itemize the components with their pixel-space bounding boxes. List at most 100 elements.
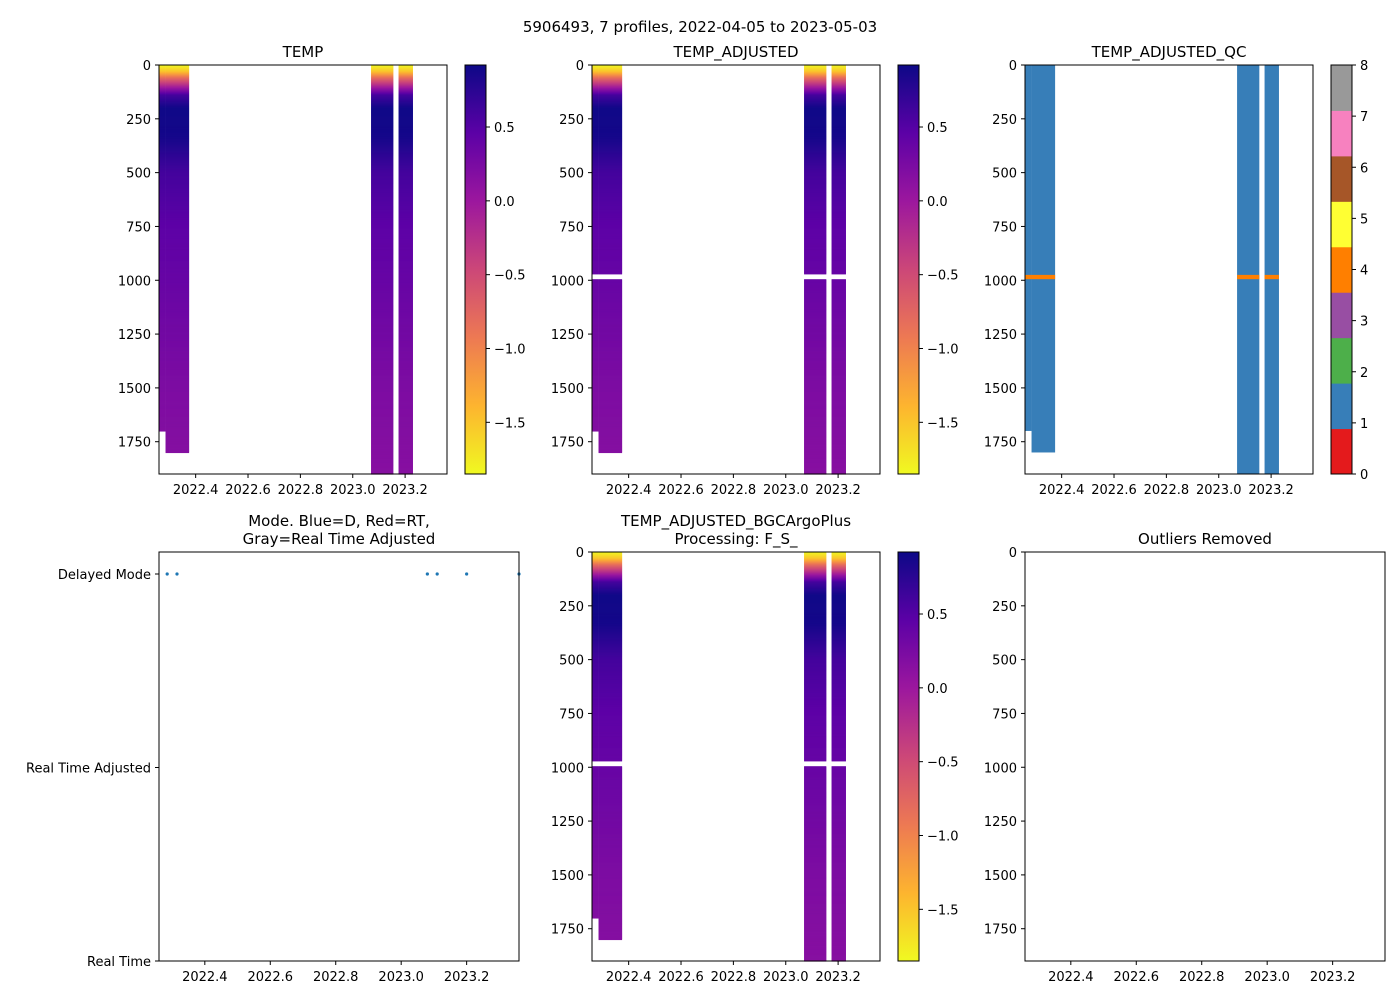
temp-cell (398, 257, 413, 260)
temp-cell (398, 74, 413, 77)
temp-cell (159, 270, 166, 273)
temp-cell (831, 795, 846, 797)
temp-cell (592, 729, 599, 732)
temp-cell (831, 230, 846, 233)
temp-cell (592, 257, 599, 260)
temp-cell (159, 401, 166, 404)
temp-cell (598, 625, 623, 627)
temp-cell (598, 740, 623, 743)
temp-cell (831, 589, 846, 592)
temp-cell (804, 399, 827, 402)
temp-cell (592, 562, 599, 565)
temp-cell (804, 368, 827, 371)
temp-cell (165, 263, 190, 265)
temp-cell (804, 116, 827, 119)
temp-cell (592, 239, 599, 242)
temp-cell (398, 469, 413, 472)
temp-cell (371, 284, 394, 287)
temp-cell (592, 411, 599, 414)
y-tick-label: 250 (559, 600, 584, 615)
temp-cell (592, 264, 599, 266)
temp-cell (804, 342, 827, 345)
temp-cell (165, 235, 190, 237)
temp-cell (159, 193, 166, 195)
x-tick-label: 2022.6 (1114, 970, 1160, 985)
temp-cell (598, 391, 623, 393)
temp-cell (804, 355, 827, 358)
temp-cell (831, 871, 846, 874)
temp-cell (831, 72, 846, 75)
temp-cell (831, 613, 846, 616)
temp-cell (804, 933, 827, 935)
temp-cell (804, 406, 827, 408)
temp-cell (804, 893, 827, 895)
temp-cell (165, 300, 190, 303)
temp-cell (598, 774, 623, 777)
temp-cell (831, 399, 846, 402)
temp-cell (592, 209, 599, 211)
colorbar: 0.50.0−0.5−1.0−1.5 (897, 64, 959, 475)
temp-cell (831, 675, 846, 678)
colorbar-frame (464, 64, 487, 475)
temp-cell (371, 437, 394, 440)
temp-cell (831, 655, 846, 658)
temp-cell (831, 119, 846, 122)
temp-cell (804, 947, 827, 949)
temp-cell (592, 272, 599, 275)
temp-cell (831, 73, 846, 76)
temp-cell (831, 631, 846, 634)
temp-cell (804, 882, 827, 885)
temp-cell (598, 330, 623, 333)
temp-cell (398, 259, 413, 262)
temp-cell (598, 311, 623, 314)
temp-cell (159, 260, 166, 263)
temp-cell (831, 429, 846, 432)
temp-cell (159, 325, 166, 328)
temp-cell (831, 240, 846, 243)
temp-cell (598, 376, 623, 378)
temp-cell (804, 391, 827, 393)
temp-cell (831, 726, 846, 729)
temp-cell (371, 386, 394, 389)
temp-cell (398, 69, 413, 71)
temp-cell (831, 677, 846, 680)
temp-cell (831, 98, 846, 101)
temp-cell (371, 273, 394, 276)
temp-cell (804, 878, 827, 880)
temp-cell (831, 665, 846, 667)
temp-cell (398, 308, 413, 310)
temp-cell (592, 114, 599, 117)
temp-cell (804, 669, 827, 671)
temp-cell (598, 903, 623, 906)
temp-cell (598, 116, 623, 119)
temp-cell (804, 250, 827, 252)
y-tick-label: 1250 (551, 815, 584, 830)
temp-cell (159, 358, 166, 361)
temp-cell (592, 129, 599, 132)
temp-cell (165, 218, 190, 221)
temp-cell (398, 302, 413, 305)
temp-cell (592, 208, 599, 210)
temp-cell (398, 412, 413, 415)
temp-cell (598, 864, 623, 866)
temp-cell (598, 409, 623, 412)
temp-cell (831, 936, 846, 938)
temp-cell (804, 938, 827, 941)
temp-cell (398, 240, 413, 243)
temp-cell (598, 817, 623, 820)
temp-cell (598, 705, 623, 708)
temp-cell (592, 591, 599, 594)
temp-cell (598, 358, 623, 361)
temp-cell (159, 108, 166, 110)
temp-cell (165, 117, 190, 120)
temp-cell (592, 669, 599, 671)
temp-cell (598, 219, 623, 222)
temp-cell (398, 270, 413, 273)
temp-cell (804, 411, 827, 414)
temp-cell (398, 265, 413, 267)
temp-cell (398, 181, 413, 183)
temp-cell (592, 807, 599, 809)
temp-cell (598, 280, 623, 282)
colorbar-tick-label: 0.5 (927, 608, 948, 623)
